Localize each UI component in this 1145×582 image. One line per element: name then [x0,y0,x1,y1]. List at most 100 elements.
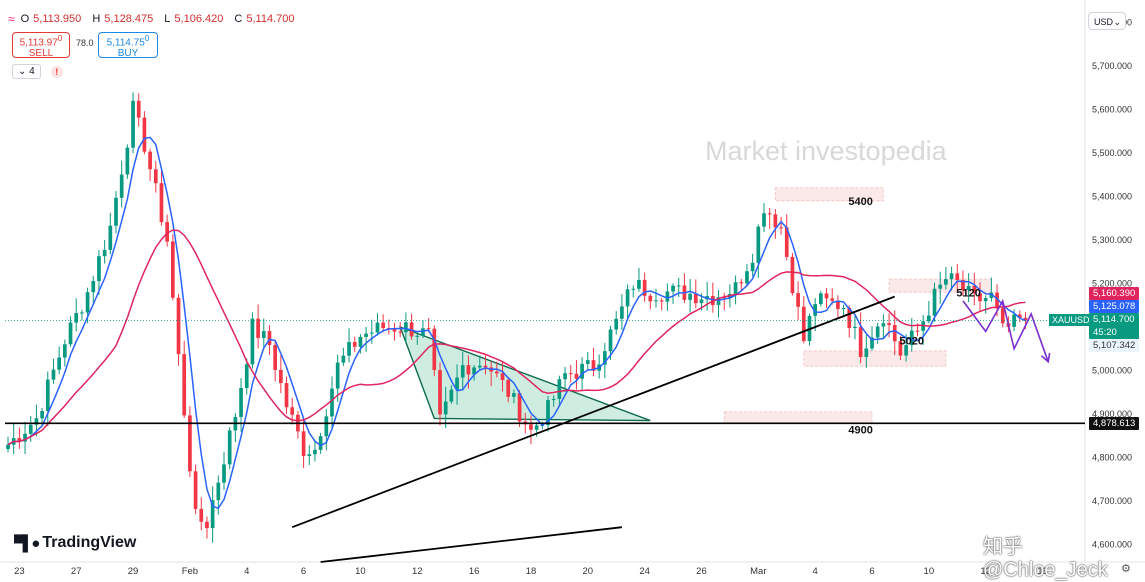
credit-watermark: 知乎 @Chloe_Jeck [983,536,1108,581]
candle-body [256,318,260,338]
y-tick-label: 5,400.000 [1092,191,1132,201]
buy-price: 5,114.75 [106,37,145,49]
sell-price-sup: 0 [57,33,63,43]
candle-body [102,249,107,257]
candle-body [74,313,79,323]
candle-body [790,256,795,294]
candle-body [750,262,755,272]
candle-body [318,436,323,450]
candle-body [455,377,459,390]
trendline [320,526,622,563]
candle-body [546,400,550,425]
candle-body [426,328,431,330]
candle-body [148,151,152,170]
support-resistance-zone [774,187,884,202]
candle-body [659,300,664,302]
candle-body [364,333,368,337]
candle-body [642,279,647,296]
level-annotation: 5400 [848,196,872,208]
candle-body [580,363,584,379]
candle-body [955,273,960,281]
alert-icon[interactable]: ! [50,65,63,78]
candle-body [131,100,135,148]
ohlc-open: O 5,113.950 [20,13,82,25]
candle-body [91,281,96,293]
candle-body [904,345,908,356]
candle-body [796,293,800,307]
y-tick-label: 5,500.000 [1092,148,1132,158]
candle-body [892,325,897,342]
candle-body [563,373,567,380]
candle-body [404,322,408,333]
candle-body [716,297,721,306]
x-tick-label: 6 [869,566,874,577]
y-tick-label: 5,600.000 [1092,104,1132,114]
candle-body [170,241,175,298]
candle-body [85,292,90,313]
candle-body [767,213,772,215]
symbol-tag: XAUUSD [1049,314,1093,326]
sell-label: SELL [28,48,54,60]
candle-body [494,371,499,374]
candle-body [68,322,73,345]
candle-body [250,318,255,365]
gear-icon[interactable]: ⚙ [1121,563,1131,575]
candle-body [949,273,954,280]
level-annotation: 4900 [848,425,872,437]
candle-body [205,521,209,529]
candle-body [273,344,278,370]
candle-body [199,508,204,522]
candle-body [415,335,420,337]
candle-body [824,293,829,299]
support-resistance-zone [803,350,947,367]
candle-body [665,291,670,302]
candle-body [693,293,698,304]
x-tick-label: 24 [639,566,650,577]
candle-body [506,380,511,397]
candle-body [585,360,590,364]
candle-body [477,365,482,368]
indicator-count: 4 [29,66,35,77]
tradingview-logo[interactable]: ▀▌● TradingView [14,534,136,552]
candle-body [409,322,414,337]
candle-body [114,197,118,226]
candle-body [80,312,84,314]
candle-body [932,288,937,316]
candle-body [614,318,619,330]
candle-body [443,401,448,415]
candle-body [756,226,761,263]
candle-body [119,174,124,198]
y-tick-label: 4,800.000 [1092,453,1132,463]
price-tag: 5,114.700 45:20 [1089,313,1139,339]
candle-body [870,337,874,349]
buy-button[interactable]: 5,114.750 BUY [98,32,158,59]
currency-selector[interactable]: USD ⌄ [1088,12,1126,30]
x-tick-label: 10 [924,566,935,577]
price-tag: 5,107.342 [1089,339,1140,352]
sell-button[interactable]: 5,113.970 SELL [12,32,70,60]
x-tick-label: Feb [182,566,198,577]
candle-body [898,341,903,356]
candle-body [978,293,982,302]
ohlc-bar: ≈ O 5,113.950 H 5,128.475 L 5,106.420 C 5,11… [8,12,303,26]
candle-body [108,225,113,250]
candle-body [182,354,187,416]
candle-body [557,379,562,399]
candle-body [23,433,27,442]
candle-body [881,323,886,327]
y-tick-label: 5,300.000 [1092,235,1132,245]
candle-body [51,369,56,380]
candle-body [341,355,346,363]
candle-body [995,292,999,309]
candle-body [62,344,67,358]
candle-body [381,322,386,328]
moving-average-line [7,229,1026,446]
candle-body [1017,314,1022,318]
candle-body [369,332,374,334]
moving-average-line [7,136,1026,510]
indicators-toggle[interactable]: ⌄ 4 [12,64,41,79]
candle-body [887,323,891,326]
level-annotation: 5120 [956,288,980,300]
candle-body [159,183,164,223]
